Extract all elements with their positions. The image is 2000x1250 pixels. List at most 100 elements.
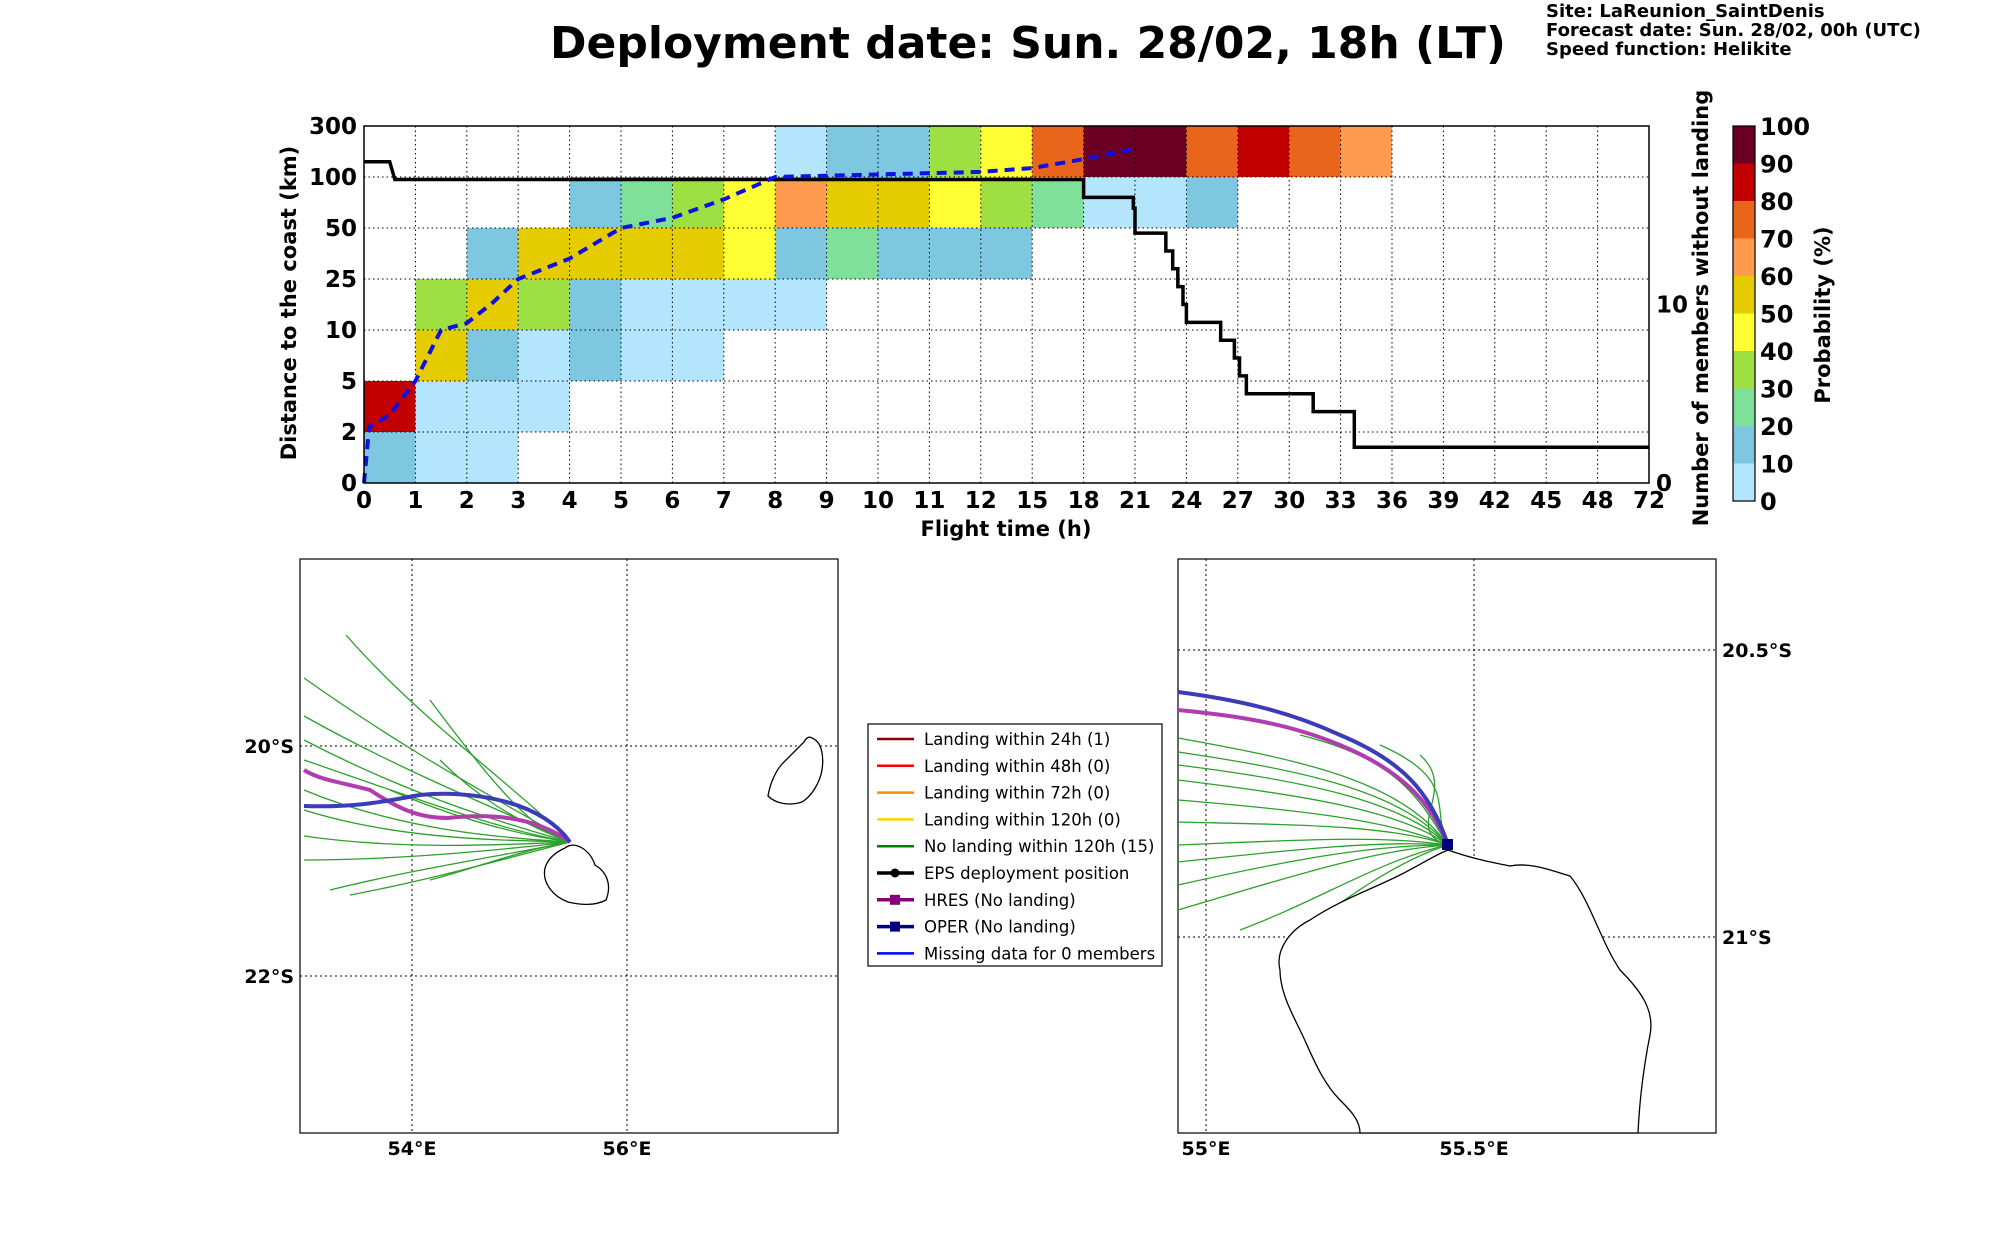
- legend-marker: [890, 894, 900, 905]
- regional-map-oper-track: [303, 791, 572, 844]
- colorbar-tick-label: 0: [1760, 488, 1777, 516]
- y2-tick-label: 10: [1656, 293, 1688, 319]
- x-tick-label: 4: [562, 488, 578, 514]
- x-tick-label: 11: [913, 488, 945, 514]
- heatmap-cell: [364, 432, 416, 483]
- forecast-info: Site: LaReunion_SaintDenis Forecast date…: [1546, 2, 1921, 59]
- heatmap-cell: [1237, 126, 1290, 177]
- members-without-landing-line: [364, 159, 1649, 450]
- x-tick-label: 9: [819, 488, 835, 514]
- heatmap-cell: [466, 228, 519, 279]
- heatmap-cell: [775, 228, 827, 279]
- heatmap-cell: [980, 177, 1033, 228]
- reunion-island-outline: [543, 844, 610, 906]
- x-tick-label: 21: [1119, 488, 1151, 514]
- colorbar-swatch: [1733, 388, 1755, 426]
- reunion-island-detail-outline: [1278, 849, 1652, 1134]
- y-tick-label: 25: [325, 267, 357, 293]
- x-tick-label: 7: [716, 488, 732, 514]
- x-tick-label: 1: [407, 488, 423, 514]
- heatmap-cell: [1186, 126, 1238, 177]
- heatmap-cell: [415, 432, 519, 483]
- legend-label: Landing within 24h (1): [924, 730, 1110, 749]
- mauritius-island-outline: [767, 736, 824, 805]
- local-map-graticule: [1178, 559, 1716, 1133]
- legend-item: EPS deployment position: [877, 864, 1129, 883]
- colorbar-tick-labels: 0 10 20 30 40 50 60 70 80 90 100: [1760, 113, 1810, 516]
- colorbar-frame: [1732, 125, 1756, 502]
- colorbar-swatch: [1733, 463, 1755, 501]
- y2-tick-labels: 0 10: [1656, 293, 1688, 498]
- heatmap-cell: [1186, 177, 1238, 228]
- local-map-x-tick: 55°E: [1182, 1138, 1231, 1160]
- heatmap-cell: [723, 177, 776, 228]
- local-map: 55°E 55.5°E 20.5°S 21°S: [1177, 558, 1793, 1160]
- x-tick-label: 0: [356, 488, 372, 514]
- legend-item: OPER (No landing): [877, 918, 1076, 937]
- local-map-hres-track: [1177, 708, 1450, 846]
- x-tick-label: 48: [1582, 488, 1614, 514]
- x-tick-label: 12: [965, 488, 997, 514]
- x-axis-label: Flight time (h): [921, 517, 1092, 541]
- heatmap-cell: [826, 126, 930, 177]
- x-tick-label: 5: [613, 488, 629, 514]
- heatmap-cell: [415, 279, 467, 330]
- regional-map-graticule: [300, 559, 838, 1133]
- x-tick-label: 39: [1427, 488, 1459, 514]
- x-tick-label: 72: [1633, 488, 1665, 514]
- heatmap-grid: [364, 126, 1649, 483]
- legend-label: Landing within 120h (0): [924, 810, 1121, 829]
- local-map-x-tick: 55.5°E: [1439, 1138, 1508, 1160]
- colorbar-swatch: [1733, 313, 1755, 351]
- colorbar-swatch: [1733, 426, 1755, 464]
- legend-label: Landing within 72h (0): [924, 784, 1110, 803]
- y2-tick-label: 0: [1656, 471, 1672, 497]
- legend-label: HRES (No landing): [924, 891, 1076, 910]
- regional-map-x-tick: 54°E: [388, 1138, 437, 1160]
- y-tick-label: 100: [309, 165, 357, 191]
- heatmap-cell: [775, 177, 827, 228]
- heatmap-cell: [929, 177, 981, 228]
- heatmap-cell: [466, 330, 519, 381]
- heatmap-cell: [518, 279, 570, 330]
- heatmap-cell: [1032, 126, 1084, 177]
- x-tick-label: 36: [1376, 488, 1408, 514]
- y-tick-label: 5: [341, 369, 357, 395]
- heatmap-cell: [1340, 126, 1392, 177]
- heatmap-cell: [415, 330, 467, 381]
- colorbar-swatches: [1733, 126, 1755, 501]
- legend-item: No landing within 120h (15): [877, 837, 1154, 856]
- heatmap-cell: [621, 279, 827, 330]
- heatmap-cell: [415, 381, 570, 432]
- regional-map-y-tick: 22°S: [244, 966, 294, 988]
- colorbar-label: Probability (%): [1811, 226, 1835, 403]
- heatmap-cell: [518, 330, 570, 381]
- y2-axis-label: Number of members without landing: [1689, 90, 1713, 527]
- heatmap-cells: [364, 126, 1392, 483]
- x-tick-label: 18: [1068, 488, 1100, 514]
- colorbar-swatch: [1733, 351, 1755, 389]
- y-tick-label: 300: [309, 114, 357, 140]
- heatmap-lines: [362, 146, 1649, 484]
- heatmap-cell: [1083, 126, 1187, 177]
- heatmap-cell: [569, 177, 621, 228]
- track-legend: Landing within 24h (1) Landing within 48h…: [867, 723, 1163, 967]
- regional-map-hres-track: [302, 768, 572, 844]
- local-map-y-tick: 21°S: [1722, 927, 1772, 949]
- y-tick-label: 50: [325, 216, 357, 242]
- y-tick-label: 2: [341, 420, 357, 446]
- local-map-labels: 55°E 55.5°E 20.5°S 21°S: [1182, 640, 1793, 1160]
- heatmap-cell: [723, 228, 776, 279]
- legend-item: Landing within 24h (1): [877, 730, 1110, 749]
- legend-label: Landing within 48h (0): [924, 757, 1110, 776]
- legend-item: Missing data for 0 members: [877, 944, 1155, 963]
- heatmap-cell: [1032, 177, 1084, 228]
- local-map-oper-track: [1177, 690, 1450, 846]
- heatmap-cell: [672, 177, 724, 228]
- regional-map-labels: 54°E 56°E 20°S 22°S: [244, 736, 651, 1160]
- heatmap-cell: [929, 126, 981, 177]
- x-tick-label: 8: [767, 488, 783, 514]
- speed-function-label: Speed function: Helikite: [1546, 39, 1792, 60]
- regional-map-x-tick: 56°E: [603, 1138, 652, 1160]
